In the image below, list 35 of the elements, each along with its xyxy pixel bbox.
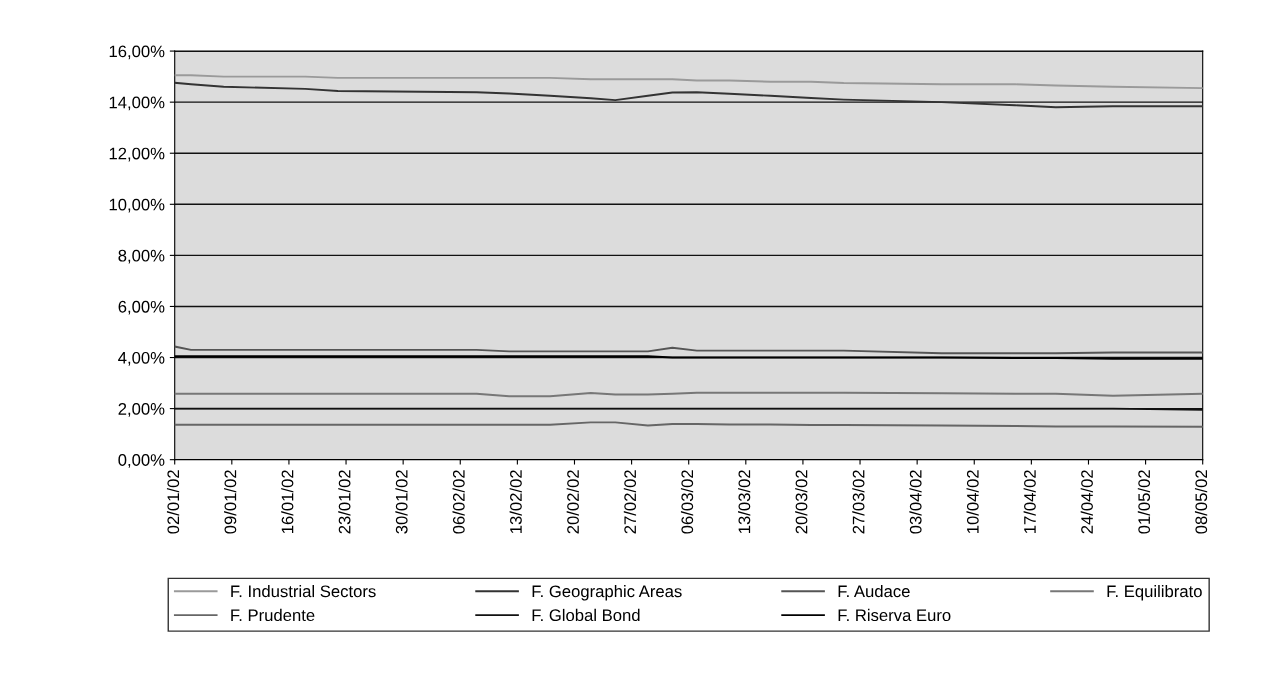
x-tick-label: 06/02/02: [452, 470, 465, 534]
x-tick-label: 23/01/02: [338, 470, 351, 534]
y-tick-label: 10,00%: [109, 198, 165, 213]
legend-label: F. Equilibrato: [1107, 585, 1202, 601]
x-tick-label: 03/04/02: [909, 470, 922, 534]
legend-label: F. Industrial Sectors: [231, 585, 376, 598]
y-tick-label: 14,00%: [109, 96, 165, 111]
legend-label: F. Audace: [838, 585, 910, 598]
legend-label: F. Global Bond: [532, 608, 640, 622]
x-tick-label: 30/01/02: [395, 470, 408, 534]
legend-label: F. Geographic Areas: [532, 585, 682, 601]
x-tick-label: 20/03/02: [795, 470, 808, 534]
x-tick-label: 09/01/02: [224, 470, 237, 534]
x-tick-label: 01/05/02: [1137, 470, 1151, 534]
x-tick-label: 13/02/02: [509, 470, 522, 533]
x-tick-label: 27/03/02: [852, 470, 865, 534]
x-tick-label: 17/04/02: [1023, 470, 1036, 533]
x-tick-label: 27/02/02: [623, 470, 637, 534]
x-tick-label: 13/03/02: [738, 470, 751, 533]
y-tick-label: 16,00%: [109, 45, 165, 60]
x-tick-label: 06/03/02: [680, 470, 694, 534]
x-tick-label: 16/01/02: [281, 470, 294, 533]
x-tick-label: 10/04/02: [966, 470, 979, 533]
x-tick-label: 24/04/02: [1080, 470, 1093, 534]
x-tick-label: 08/05/02: [1194, 470, 1208, 534]
x-tick-label: 02/01/02: [166, 470, 180, 534]
legend-label: F. Prudente: [231, 608, 315, 622]
y-tick-label: 12,00%: [109, 147, 165, 162]
y-tick-label: 8,00%: [118, 249, 165, 264]
y-tick-label: 6,00%: [118, 300, 165, 315]
y-tick-label: 4,00%: [118, 351, 165, 366]
y-tick-label: 2,00%: [118, 403, 165, 417]
x-tick-label: 20/02/02: [566, 470, 579, 534]
y-tick-label: 0,00%: [118, 454, 165, 468]
legend-label: F. Riserva Euro: [838, 608, 951, 622]
